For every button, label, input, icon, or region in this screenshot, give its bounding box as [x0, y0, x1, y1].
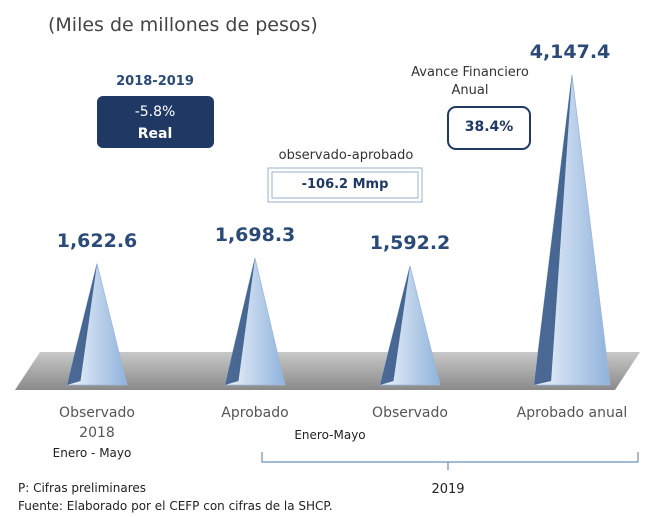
category-label: Observado [372, 405, 448, 421]
period-2018: Enero - Mayo [52, 446, 132, 460]
year-bracket [261, 452, 639, 470]
note: P: Cifras preliminares [18, 481, 147, 495]
diff-box-inner [271, 171, 419, 199]
category-label: Observado 2018 [59, 405, 135, 441]
source: Fuente: Elaborado por el CEFP con cifras… [18, 499, 333, 513]
pyramid-shade [67, 263, 97, 385]
year: 2019 [431, 482, 465, 497]
diff-box-outer [267, 167, 423, 203]
diff-value: -106.2 Mmp [301, 177, 389, 192]
floor [15, 352, 640, 390]
category-label: Aprobado [221, 405, 289, 421]
progress-box [447, 106, 531, 150]
value-label: 4,147.4 [529, 40, 611, 63]
change-basis: Real [137, 126, 173, 142]
change-pct: -5.8% [134, 104, 176, 120]
change-box [97, 96, 214, 148]
pyramid-shade [534, 74, 572, 386]
change-period: 2018-2019 [116, 74, 194, 89]
value-label: 1,592.2 [369, 231, 451, 254]
category-label: Aprobado anual [516, 405, 628, 421]
period-2019: Enero-Mayo [294, 428, 366, 442]
subtitle: (Miles de millones de pesos) [48, 14, 318, 36]
value-label: 1,698.3 [214, 223, 296, 246]
pyramid-shade [225, 257, 255, 385]
progress-value: 38.4% [464, 119, 514, 135]
diff-label: observado-aprobado [278, 148, 414, 163]
progress-label: Avance Financiero Anual [411, 65, 529, 98]
value-label: 1,622.6 [56, 229, 138, 252]
pyramid-shade [380, 265, 410, 385]
